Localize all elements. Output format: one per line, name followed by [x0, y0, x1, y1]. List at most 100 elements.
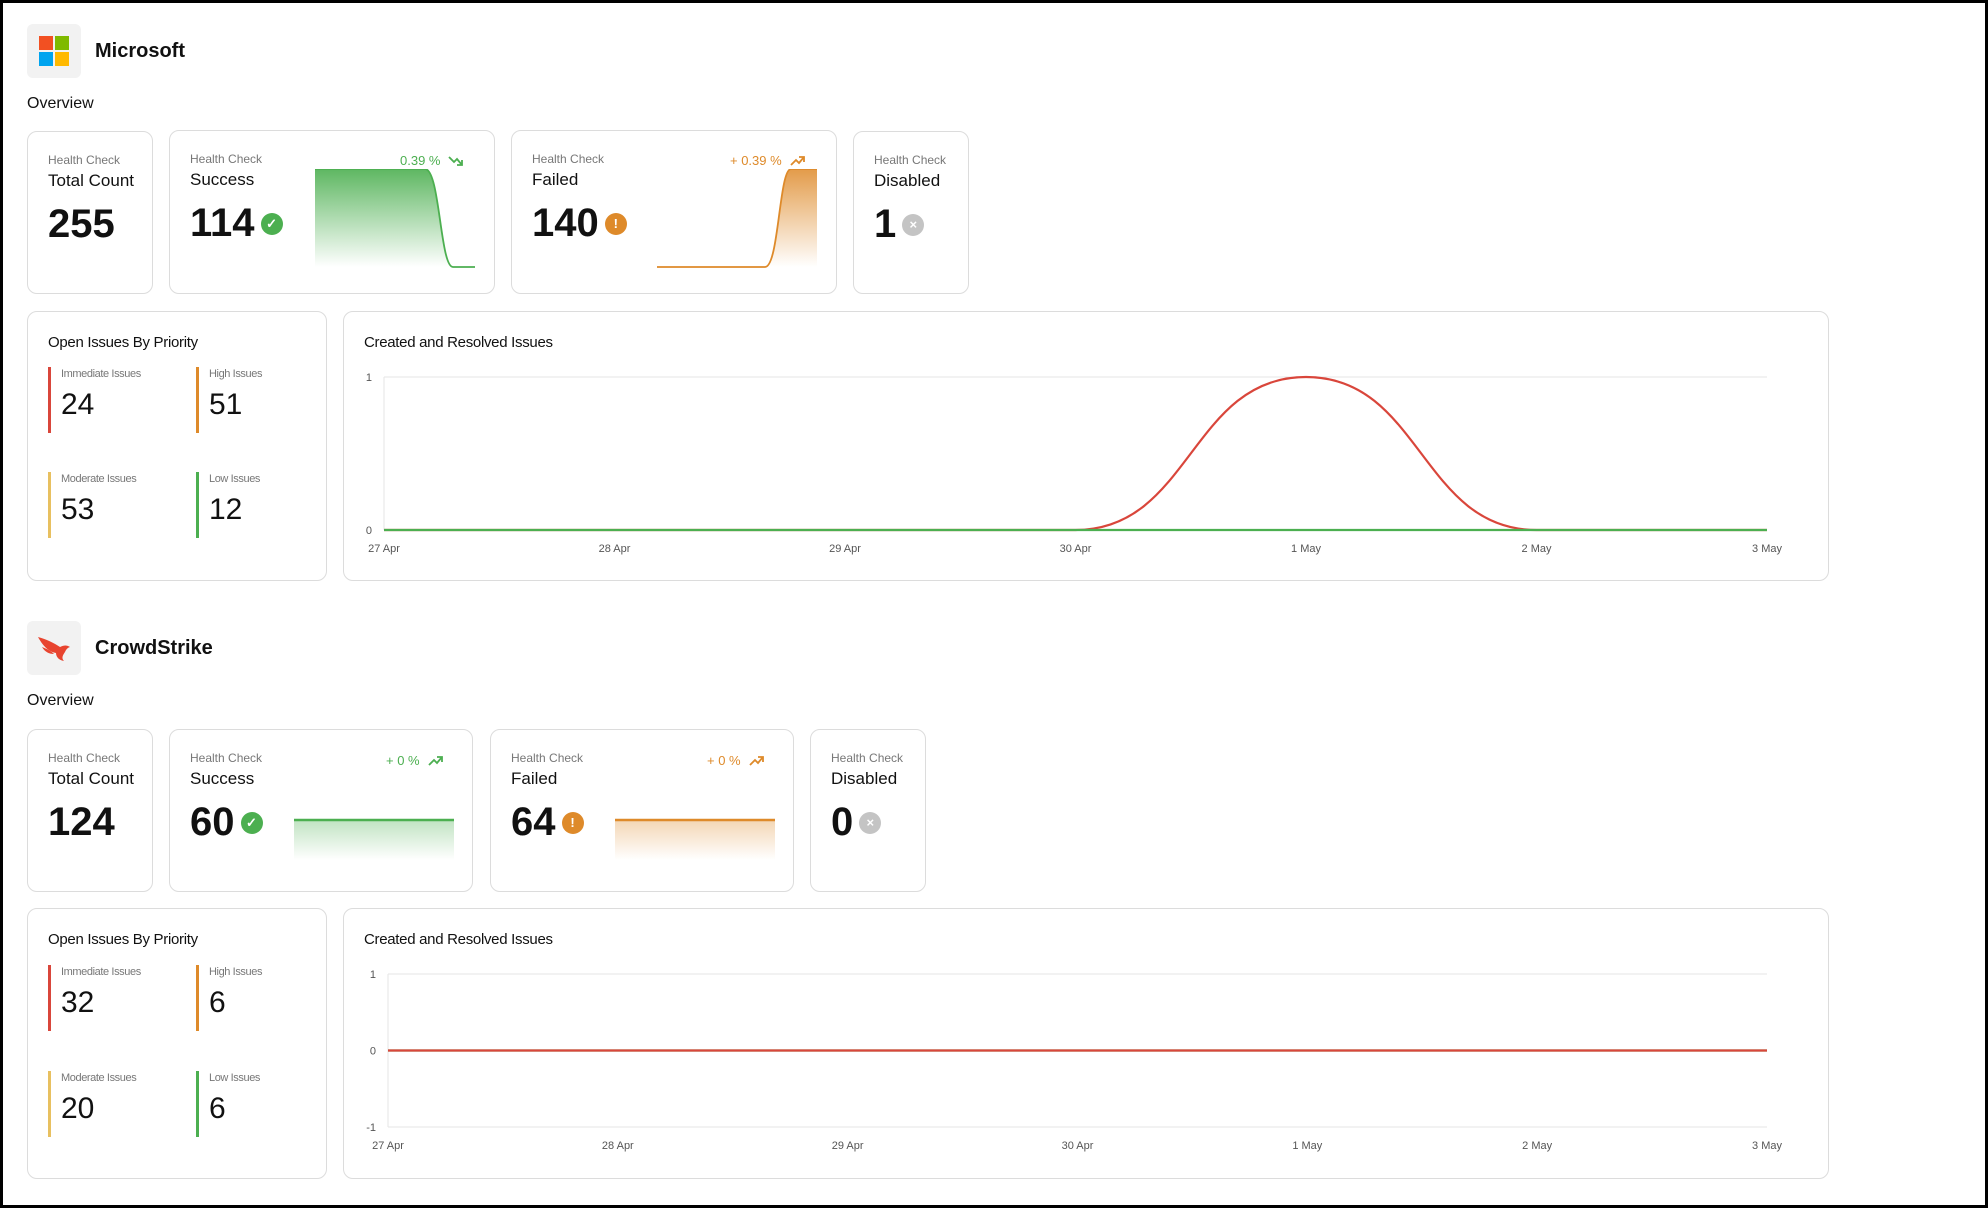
priority-low[interactable]: Low Issues 6: [196, 1071, 260, 1137]
priority-value: 32: [61, 986, 95, 1019]
open-issues-priority-card: Open Issues By Priority Immediate Issues…: [27, 311, 327, 581]
vendor-section-microsoft: Microsoft Overview Health Check Total Co…: [27, 24, 1829, 584]
card-title: Failed: [532, 170, 579, 189]
check-circle-icon: ✓: [240, 811, 263, 834]
health-success-card[interactable]: Health Check Success 114 ✓ 0.39 %: [169, 130, 495, 294]
x-tick-label: 2 May: [1522, 1140, 1552, 1152]
health-disabled-card[interactable]: Health Check Disabled 0 ×: [810, 729, 926, 892]
vendor-name: Microsoft: [95, 39, 185, 62]
success-sparkline: [315, 169, 475, 268]
y-tick-label: 0: [370, 1046, 376, 1058]
priority-title: Open Issues By Priority: [48, 931, 198, 948]
health-total-card[interactable]: Health Check Total Count 255: [27, 131, 153, 294]
issues-chart-card: Created and Resolved Issues 1 0 27 Apr 28 A…: [343, 311, 1829, 581]
check-circle-icon: ✓: [260, 212, 283, 235]
health-success-value-row: 60 ✓: [190, 800, 263, 845]
priority-value: 53: [61, 493, 95, 526]
trend-up-icon: [748, 755, 764, 766]
health-total-card[interactable]: Health Check Total Count 124: [27, 729, 153, 892]
health-check-caption: Health Check: [190, 751, 263, 765]
priority-moderate[interactable]: Moderate Issues 20: [48, 1071, 137, 1137]
priority-immediate[interactable]: Immediate Issues 32: [48, 965, 141, 1031]
card-title: Failed: [511, 769, 558, 788]
success-delta: + 0 %: [386, 753, 444, 768]
failed-delta: + 0.39 %: [730, 153, 806, 168]
y-tick-label: -1: [366, 1122, 376, 1134]
health-check-caption: Health Check: [831, 751, 904, 765]
health-total-value-row: 255: [48, 202, 115, 247]
delta-value: + 0 %: [386, 753, 420, 768]
x-tick-label: 30 Apr: [1060, 543, 1092, 555]
x-tick-label: 2 May: [1522, 543, 1552, 555]
health-success-value-row: 114 ✓: [190, 201, 283, 246]
x-circle-icon: ×: [902, 213, 925, 236]
priority-title: Open Issues By Priority: [48, 334, 198, 351]
overview-label: Overview: [27, 692, 94, 709]
priority-high[interactable]: High Issues 6: [196, 965, 262, 1031]
chart-title: Created and Resolved Issues: [364, 334, 553, 351]
success-delta: 0.39 %: [400, 153, 464, 168]
delta-value: + 0.39 %: [730, 153, 782, 168]
health-failed-card[interactable]: Health Check Failed 140 ! + 0.39 %: [511, 130, 837, 294]
health-disabled-value: 0: [831, 800, 854, 844]
x-tick-label: 27 Apr: [372, 1140, 404, 1152]
health-disabled-card[interactable]: Health Check Disabled 1 ×: [853, 131, 969, 294]
priority-label: Low Issues: [209, 1072, 261, 1084]
vendor-header: CrowdStrike: [27, 621, 213, 675]
health-failed-card[interactable]: Health Check Failed 64 ! + 0 %: [490, 729, 794, 892]
priority-low[interactable]: Low Issues 12: [196, 472, 260, 538]
priority-moderate[interactable]: Moderate Issues 53: [48, 472, 137, 538]
failed-sparkline: [657, 169, 817, 268]
priority-label: High Issues: [209, 368, 263, 380]
delta-value: 0.39 %: [400, 153, 441, 168]
priority-value: 12: [209, 493, 243, 526]
x-tick-label: 27 Apr: [368, 543, 400, 555]
x-tick-label: 28 Apr: [599, 543, 631, 555]
priority-label: High Issues: [209, 966, 263, 978]
x-tick-label: 28 Apr: [602, 1140, 634, 1152]
health-failed-value-row: 64 !: [511, 800, 584, 845]
priority-value: 20: [61, 1092, 95, 1125]
card-title: Total Count: [48, 171, 134, 190]
priority-high[interactable]: High Issues 51: [196, 367, 262, 433]
health-check-caption: Health Check: [48, 153, 121, 167]
health-failed-value-row: 140 !: [532, 201, 627, 246]
health-total-value: 124: [48, 800, 115, 844]
priority-immediate[interactable]: Immediate Issues 24: [48, 367, 141, 433]
health-disabled-value-row: 1 ×: [874, 202, 925, 247]
health-check-caption: Health Check: [48, 751, 121, 765]
issues-line-chart: 1 0 -1 27 Apr 28 Apr 29 Apr 30 Apr 1 May 2 May 3 …: [366, 969, 1782, 1152]
issues-line-chart: 1 0 27 Apr 28 Apr 29 Apr 30 Apr 1 May 2 May 3 Ma…: [366, 372, 1783, 555]
success-sparkline: [294, 818, 454, 860]
vendor-header: Microsoft: [27, 24, 185, 78]
crowdstrike-falcon-logo-icon: [27, 621, 81, 675]
health-failed-value: 140: [532, 201, 599, 245]
vendor-section-crowdstrike: CrowdStrike Overview Health Check Total …: [27, 621, 1829, 1181]
y-tick-label: 1: [366, 372, 372, 384]
x-tick-label: 29 Apr: [829, 543, 861, 555]
x-tick-label: 3 May: [1752, 543, 1782, 555]
health-total-value-row: 124: [48, 800, 115, 845]
card-title: Disabled: [874, 171, 941, 190]
series-line-0: [384, 375, 1767, 532]
alert-circle-icon: !: [604, 212, 627, 235]
chart-title: Created and Resolved Issues: [364, 931, 553, 948]
health-disabled-value-row: 0 ×: [831, 800, 882, 845]
priority-label: Immediate Issues: [61, 368, 141, 380]
delta-value: + 0 %: [707, 753, 741, 768]
y-tick-label: 0: [366, 525, 372, 537]
card-title: Success: [190, 170, 255, 189]
health-failed-value: 64: [511, 800, 556, 844]
alert-circle-icon: !: [561, 811, 584, 834]
priority-value: 24: [61, 388, 95, 421]
trend-up-icon: [427, 755, 443, 766]
priority-value: 6: [209, 1092, 226, 1125]
card-title: Success: [190, 769, 255, 788]
x-tick-label: 30 Apr: [1062, 1140, 1094, 1152]
health-success-card[interactable]: Health Check Success 60 ✓ + 0 %: [169, 729, 473, 892]
failed-sparkline: [615, 818, 775, 860]
health-check-caption: Health Check: [532, 152, 605, 166]
open-issues-priority-card: Open Issues By Priority Immediate Issues…: [27, 908, 327, 1179]
vendor-name: CrowdStrike: [95, 636, 213, 659]
